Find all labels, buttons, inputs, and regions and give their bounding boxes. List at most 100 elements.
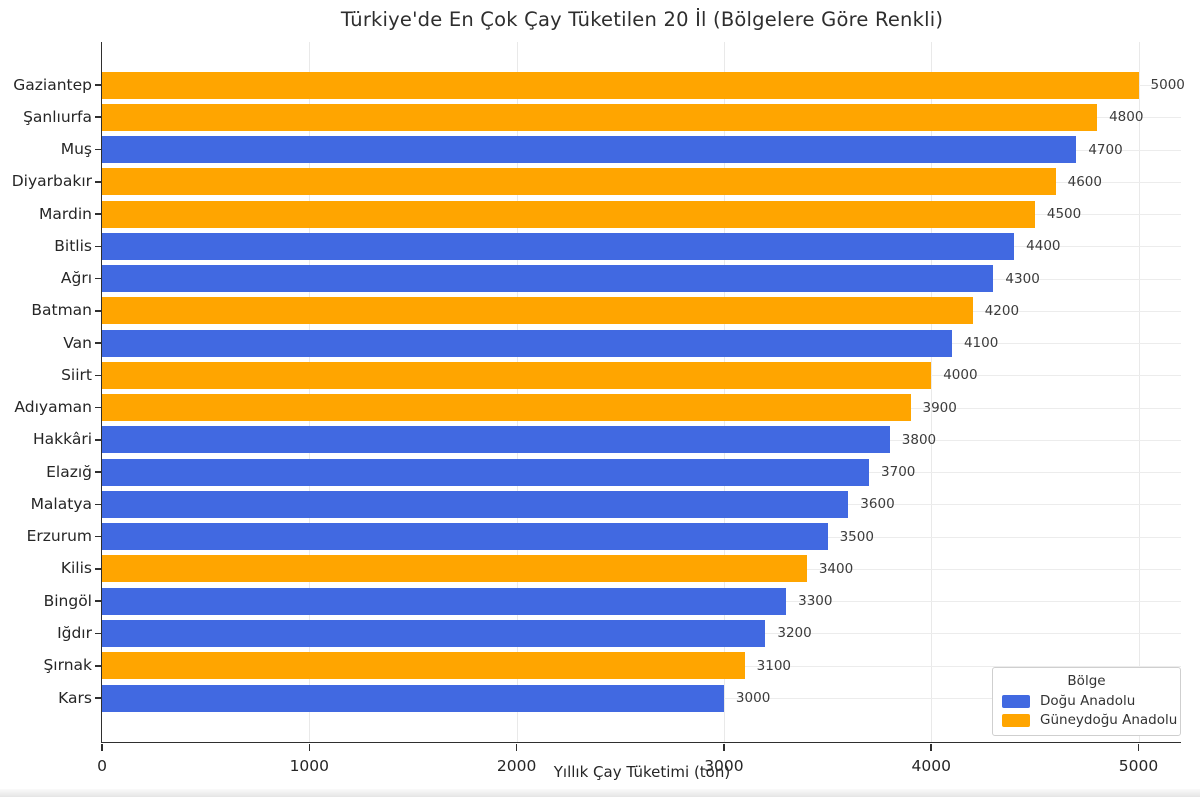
legend-label: Doğu Anadolu (1040, 693, 1136, 709)
y-tick-mark (95, 148, 101, 151)
y-tick-mark (95, 213, 101, 215)
x-gridline (931, 42, 933, 742)
bar-value-label: 3000 (735, 690, 771, 706)
bar (102, 523, 828, 551)
y-tick-mark (95, 471, 101, 473)
bar-value-label: 5000 (1150, 77, 1185, 93)
y-tick-mark (95, 374, 101, 377)
y-axis-tick-label: Kilis (60, 559, 92, 578)
y-axis-tick-label: Diyarbakır (11, 172, 92, 191)
bar-value-label: 3400 (818, 560, 854, 577)
y-tick-mark (95, 600, 101, 602)
bar-value-label: 3900 (922, 399, 957, 416)
bar-value-label: 4300 (1005, 270, 1040, 287)
x-tick-mark (1137, 744, 1140, 751)
x-axis-label: Yıllık Çay Tüketimi (ton) (553, 763, 731, 781)
bottom-edge-artifact (0, 789, 1200, 797)
legend-swatch (1002, 694, 1030, 708)
y-tick-mark (95, 84, 101, 86)
y-tick-mark (95, 310, 101, 312)
y-axis-tick-label: Bingöl (43, 591, 92, 610)
bar-value-label: 3500 (839, 528, 874, 545)
x-gridline (723, 42, 725, 742)
y-tick-mark (95, 535, 101, 538)
legend: Bölge Doğu Anadolu Güneydoğu Anadolu (992, 667, 1181, 736)
bar-value-label: 4000 (943, 367, 978, 384)
bar-value-label: 3600 (860, 496, 895, 513)
x-axis-tick-label: 5000 (1118, 757, 1159, 775)
y-axis-tick-label: Ağrı (60, 269, 92, 288)
bar (102, 361, 932, 389)
bar-value-label: 4700 (1088, 141, 1123, 158)
x-axis-tick-label: 0 (97, 757, 107, 775)
y-axis-tick-label: Van (63, 333, 92, 352)
bar-value-label: 4500 (1046, 206, 1082, 223)
legend-label: Güneydoğu Anadolu (1040, 712, 1178, 728)
y-tick-mark (95, 503, 101, 506)
y-tick-mark (95, 180, 101, 183)
legend-swatch (1002, 713, 1030, 727)
bar-value-label: 3200 (777, 625, 812, 642)
legend-title: Bölge (1067, 673, 1106, 689)
x-axis-tick-label: 3000 (704, 757, 744, 775)
x-tick-mark (101, 744, 103, 751)
y-axis-tick-label: Gaziantep (13, 75, 92, 94)
x-axis-tick-label: 1000 (289, 757, 330, 775)
y-tick-mark (95, 664, 101, 667)
bar-value-label: 4200 (984, 302, 1020, 319)
y-tick-mark (95, 245, 101, 248)
x-axis-tick-label: 4000 (911, 757, 951, 775)
bar (102, 490, 849, 518)
bar (102, 103, 1098, 131)
y-axis-tick-label: Bitlis (54, 236, 92, 255)
x-tick-mark (308, 744, 311, 751)
bar (102, 232, 1015, 260)
y-tick-mark (95, 342, 101, 344)
y-axis-tick-label: Malatya (30, 494, 92, 513)
y-axis-tick-label: Iğdır (57, 623, 92, 642)
legend-entry: Doğu Anadolu (1002, 693, 1171, 709)
bar-value-label: 4100 (963, 335, 999, 352)
bar (102, 329, 952, 357)
plot-area: 0 1000 2000 3000 4000 5000 5000 4800 4700 4600 450… (95, 42, 1185, 775)
bar-value-label: 4400 (1026, 238, 1061, 255)
y-axis-tick-label: Batman (31, 301, 92, 320)
x-tick-mark (515, 744, 518, 751)
legend-entries: Doğu Anadolu Güneydoğu Anadolu (1002, 693, 1177, 728)
y-tick-mark (95, 406, 101, 409)
bar (102, 458, 870, 486)
bar (102, 136, 1077, 164)
y-tick-mark (95, 116, 101, 119)
y-tick-mark (95, 439, 101, 441)
y-tick-mark (95, 277, 101, 280)
bar-value-label: 3700 (881, 464, 916, 481)
bar (102, 426, 890, 454)
bar (102, 394, 911, 422)
bar (102, 265, 994, 293)
x-tick-mark (930, 744, 933, 751)
bar (102, 652, 745, 680)
legend-entry: Güneydoğu Anadolu (1002, 712, 1177, 728)
y-tick-mark (95, 697, 101, 699)
bar (102, 71, 1139, 99)
bar (102, 555, 807, 583)
y-axis-tick-label: Hakkâri (32, 430, 92, 449)
bar (102, 200, 1035, 228)
bar (102, 297, 973, 325)
bar (102, 684, 724, 712)
bar (102, 587, 787, 615)
y-axis-tick-label: Elazığ (46, 462, 92, 481)
x-axis-tick-label: 2000 (496, 757, 537, 775)
bar-value-label: 3800 (901, 431, 937, 448)
y-axis-tick-label: Erzurum (26, 527, 92, 546)
y-axis-tick-label: Şırnak (43, 656, 92, 675)
y-axis-tick-label: Kars (58, 688, 92, 707)
x-tick-mark (723, 744, 725, 751)
bar (102, 619, 766, 647)
bar-value-label: 4600 (1067, 173, 1102, 190)
y-tick-mark (95, 632, 101, 635)
y-tick-mark (95, 568, 101, 570)
y-axis-tick-label: Adıyaman (14, 398, 92, 417)
y-axis-tick-label: Mardin (39, 204, 92, 223)
x-gridline (516, 42, 518, 742)
